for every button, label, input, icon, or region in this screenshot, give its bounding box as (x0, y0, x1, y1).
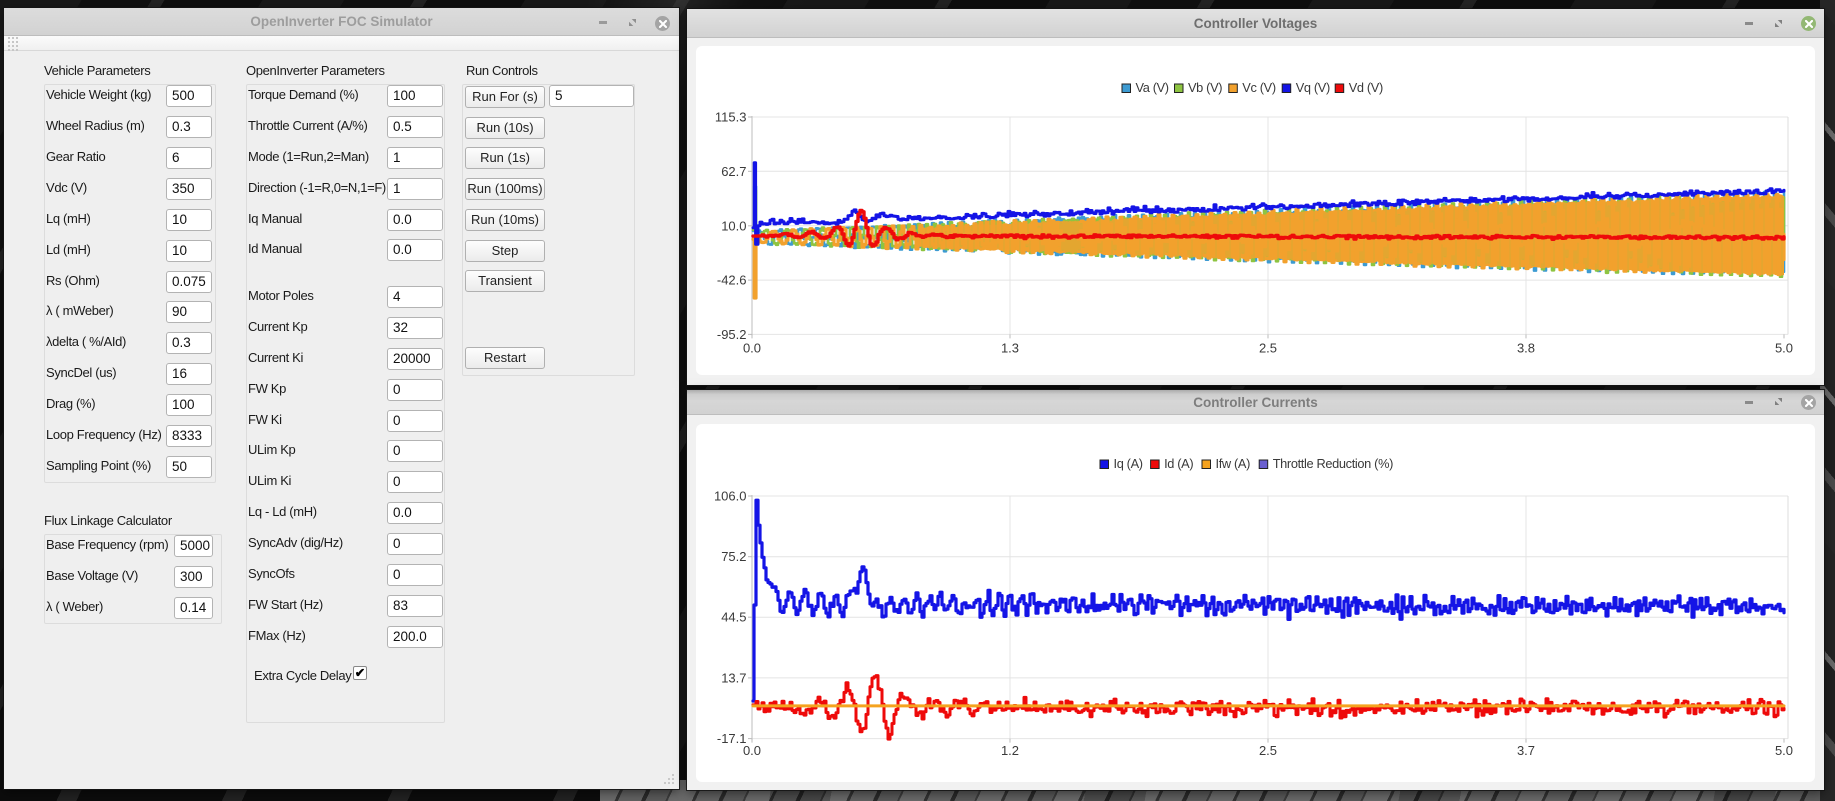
svg-text:-17.1: -17.1 (717, 731, 747, 746)
svg-text:106.0: 106.0 (714, 489, 747, 504)
svg-text:Vc (V): Vc (V) (1242, 80, 1276, 95)
svg-text:5.0: 5.0 (1775, 743, 1793, 758)
svg-text:-42.6: -42.6 (717, 273, 747, 288)
svg-text:75.2: 75.2 (721, 549, 746, 564)
svg-text:3.8: 3.8 (1517, 341, 1535, 356)
svg-text:62.7: 62.7 (721, 164, 746, 179)
svg-text:Iq (A): Iq (A) (1114, 456, 1143, 471)
svg-text:0.0: 0.0 (743, 743, 761, 758)
svg-text:2.5: 2.5 (1259, 743, 1277, 758)
svg-text:Vb (V): Vb (V) (1188, 80, 1222, 95)
svg-text:3.7: 3.7 (1517, 743, 1535, 758)
svg-text:Ifw (A): Ifw (A) (1216, 456, 1251, 471)
svg-text:0.0: 0.0 (743, 341, 761, 356)
svg-text:1.2: 1.2 (1001, 743, 1019, 758)
svg-text:Vq (V): Vq (V) (1296, 80, 1330, 95)
svg-text:Throttle Reduction (%): Throttle Reduction (%) (1273, 456, 1393, 471)
svg-text:5.0: 5.0 (1775, 341, 1793, 356)
svg-text:2.5: 2.5 (1259, 341, 1277, 356)
svg-text:10.0: 10.0 (721, 218, 746, 233)
svg-text:115.3: 115.3 (715, 110, 747, 125)
svg-text:44.5: 44.5 (721, 610, 746, 625)
svg-text:Id (A): Id (A) (1164, 456, 1193, 471)
svg-text:13.7: 13.7 (721, 670, 746, 685)
svg-text:-95.2: -95.2 (717, 327, 747, 342)
svg-text:Vd (V): Vd (V) (1349, 80, 1383, 95)
svg-text:Va (V): Va (V) (1136, 80, 1169, 95)
svg-text:1.3: 1.3 (1001, 341, 1019, 356)
